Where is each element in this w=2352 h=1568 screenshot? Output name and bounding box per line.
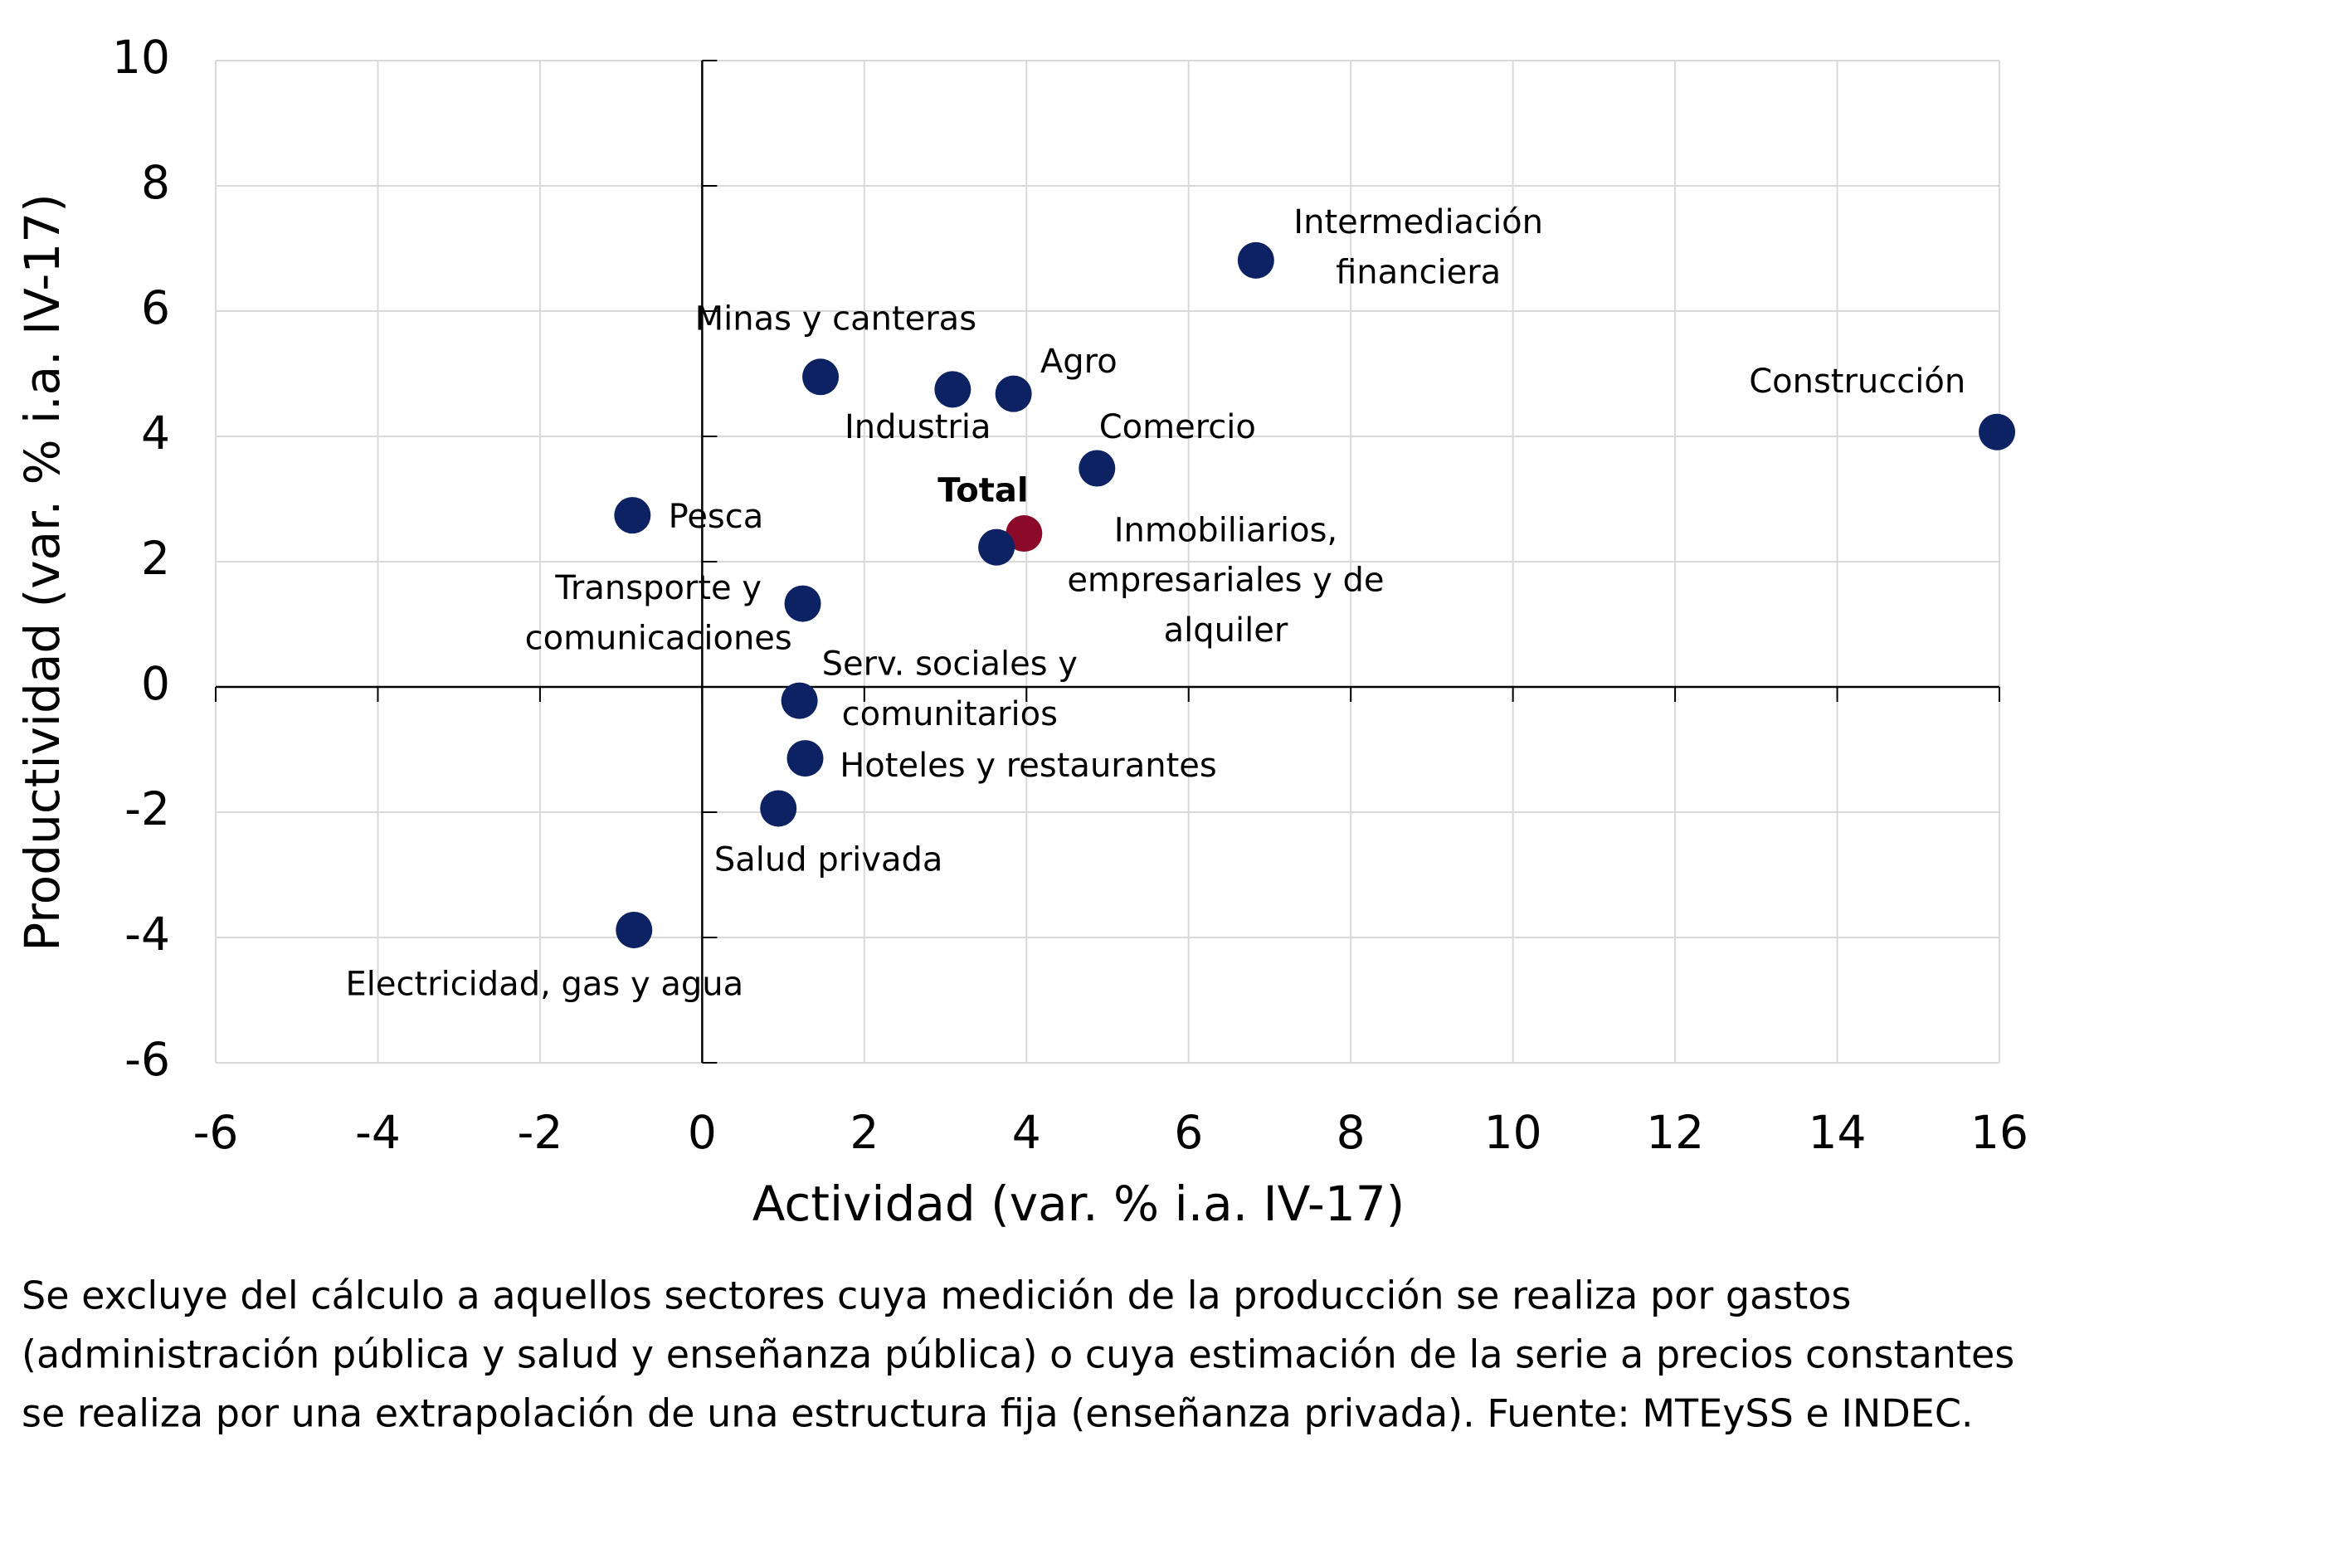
point xyxy=(616,911,653,948)
point-label: Minas y canteras xyxy=(695,300,976,338)
x-tick-label: 12 xyxy=(1646,1106,1704,1159)
footnote: (administración pública y salud y enseña… xyxy=(22,1332,2014,1377)
point-label: Intermediación xyxy=(1293,203,1543,241)
x-tick-label: -6 xyxy=(193,1106,239,1159)
point xyxy=(934,371,971,408)
y-tick-label: 10 xyxy=(112,31,170,84)
point xyxy=(978,528,1015,566)
point xyxy=(802,358,840,396)
footnote: Se excluye del cálculo a aquellos sector… xyxy=(22,1273,1851,1318)
point xyxy=(781,682,818,719)
x-tick-label: 6 xyxy=(1174,1106,1203,1159)
point-label: Pesca xyxy=(669,498,764,536)
x-tick-label: 8 xyxy=(1337,1106,1366,1159)
point-label: comunicaciones xyxy=(525,620,792,658)
point xyxy=(1006,515,1043,553)
x-tick-label: 14 xyxy=(1809,1106,1867,1159)
point xyxy=(1979,413,2016,450)
x-axis-title: Actividad (var. % i.a. IV-17) xyxy=(752,1176,1405,1232)
x-tick-label: 4 xyxy=(1012,1106,1041,1159)
point-label: Inmobiliarios, xyxy=(1114,511,1337,549)
point xyxy=(760,790,797,827)
point-label: Construcción xyxy=(1749,363,1965,401)
point-label: comunitarios xyxy=(842,695,1058,733)
point xyxy=(786,740,824,777)
point-label: Total xyxy=(937,472,1028,510)
point-label: Salud privada xyxy=(714,841,943,879)
y-tick-label: 4 xyxy=(141,407,170,460)
point-label: empresariales y de xyxy=(1067,562,1384,600)
y-tick-label: 8 xyxy=(141,156,170,209)
x-tick-label: 2 xyxy=(850,1106,879,1159)
point-label: Serv. sociales y xyxy=(822,645,1078,684)
y-tick-label: -4 xyxy=(124,908,170,961)
x-tick-label: -2 xyxy=(517,1106,562,1159)
x-tick-label: -4 xyxy=(355,1106,401,1159)
point-label: Hoteles y restaurantes xyxy=(840,747,1217,785)
x-tick-label: 10 xyxy=(1484,1106,1542,1159)
x-tick-label: 0 xyxy=(688,1106,717,1159)
point-label: Comercio xyxy=(1099,408,1256,446)
point xyxy=(995,375,1032,412)
point-label: Industria xyxy=(845,408,991,446)
point xyxy=(614,497,651,534)
point xyxy=(1237,241,1274,279)
point xyxy=(1079,450,1116,487)
point xyxy=(784,585,821,622)
x-tick-label: 16 xyxy=(1970,1106,2028,1159)
y-tick-label: -2 xyxy=(124,782,170,835)
point-label: financiera xyxy=(1336,253,1501,291)
point-label: Electricidad, gas y agua xyxy=(345,966,743,1004)
y-axis-title: Productividad (var. % i.a. IV-17) xyxy=(14,193,71,952)
y-tick-label: 6 xyxy=(141,281,170,334)
y-tick-label: -6 xyxy=(124,1033,170,1086)
point-label: Agro xyxy=(1040,343,1118,381)
point-label: alquiler xyxy=(1164,611,1288,650)
y-tick-label: 0 xyxy=(141,657,170,710)
footnote: se realiza por una extrapolación de una … xyxy=(22,1391,1974,1436)
y-tick-label: 2 xyxy=(141,532,170,585)
point-label: Transporte y xyxy=(554,569,762,607)
